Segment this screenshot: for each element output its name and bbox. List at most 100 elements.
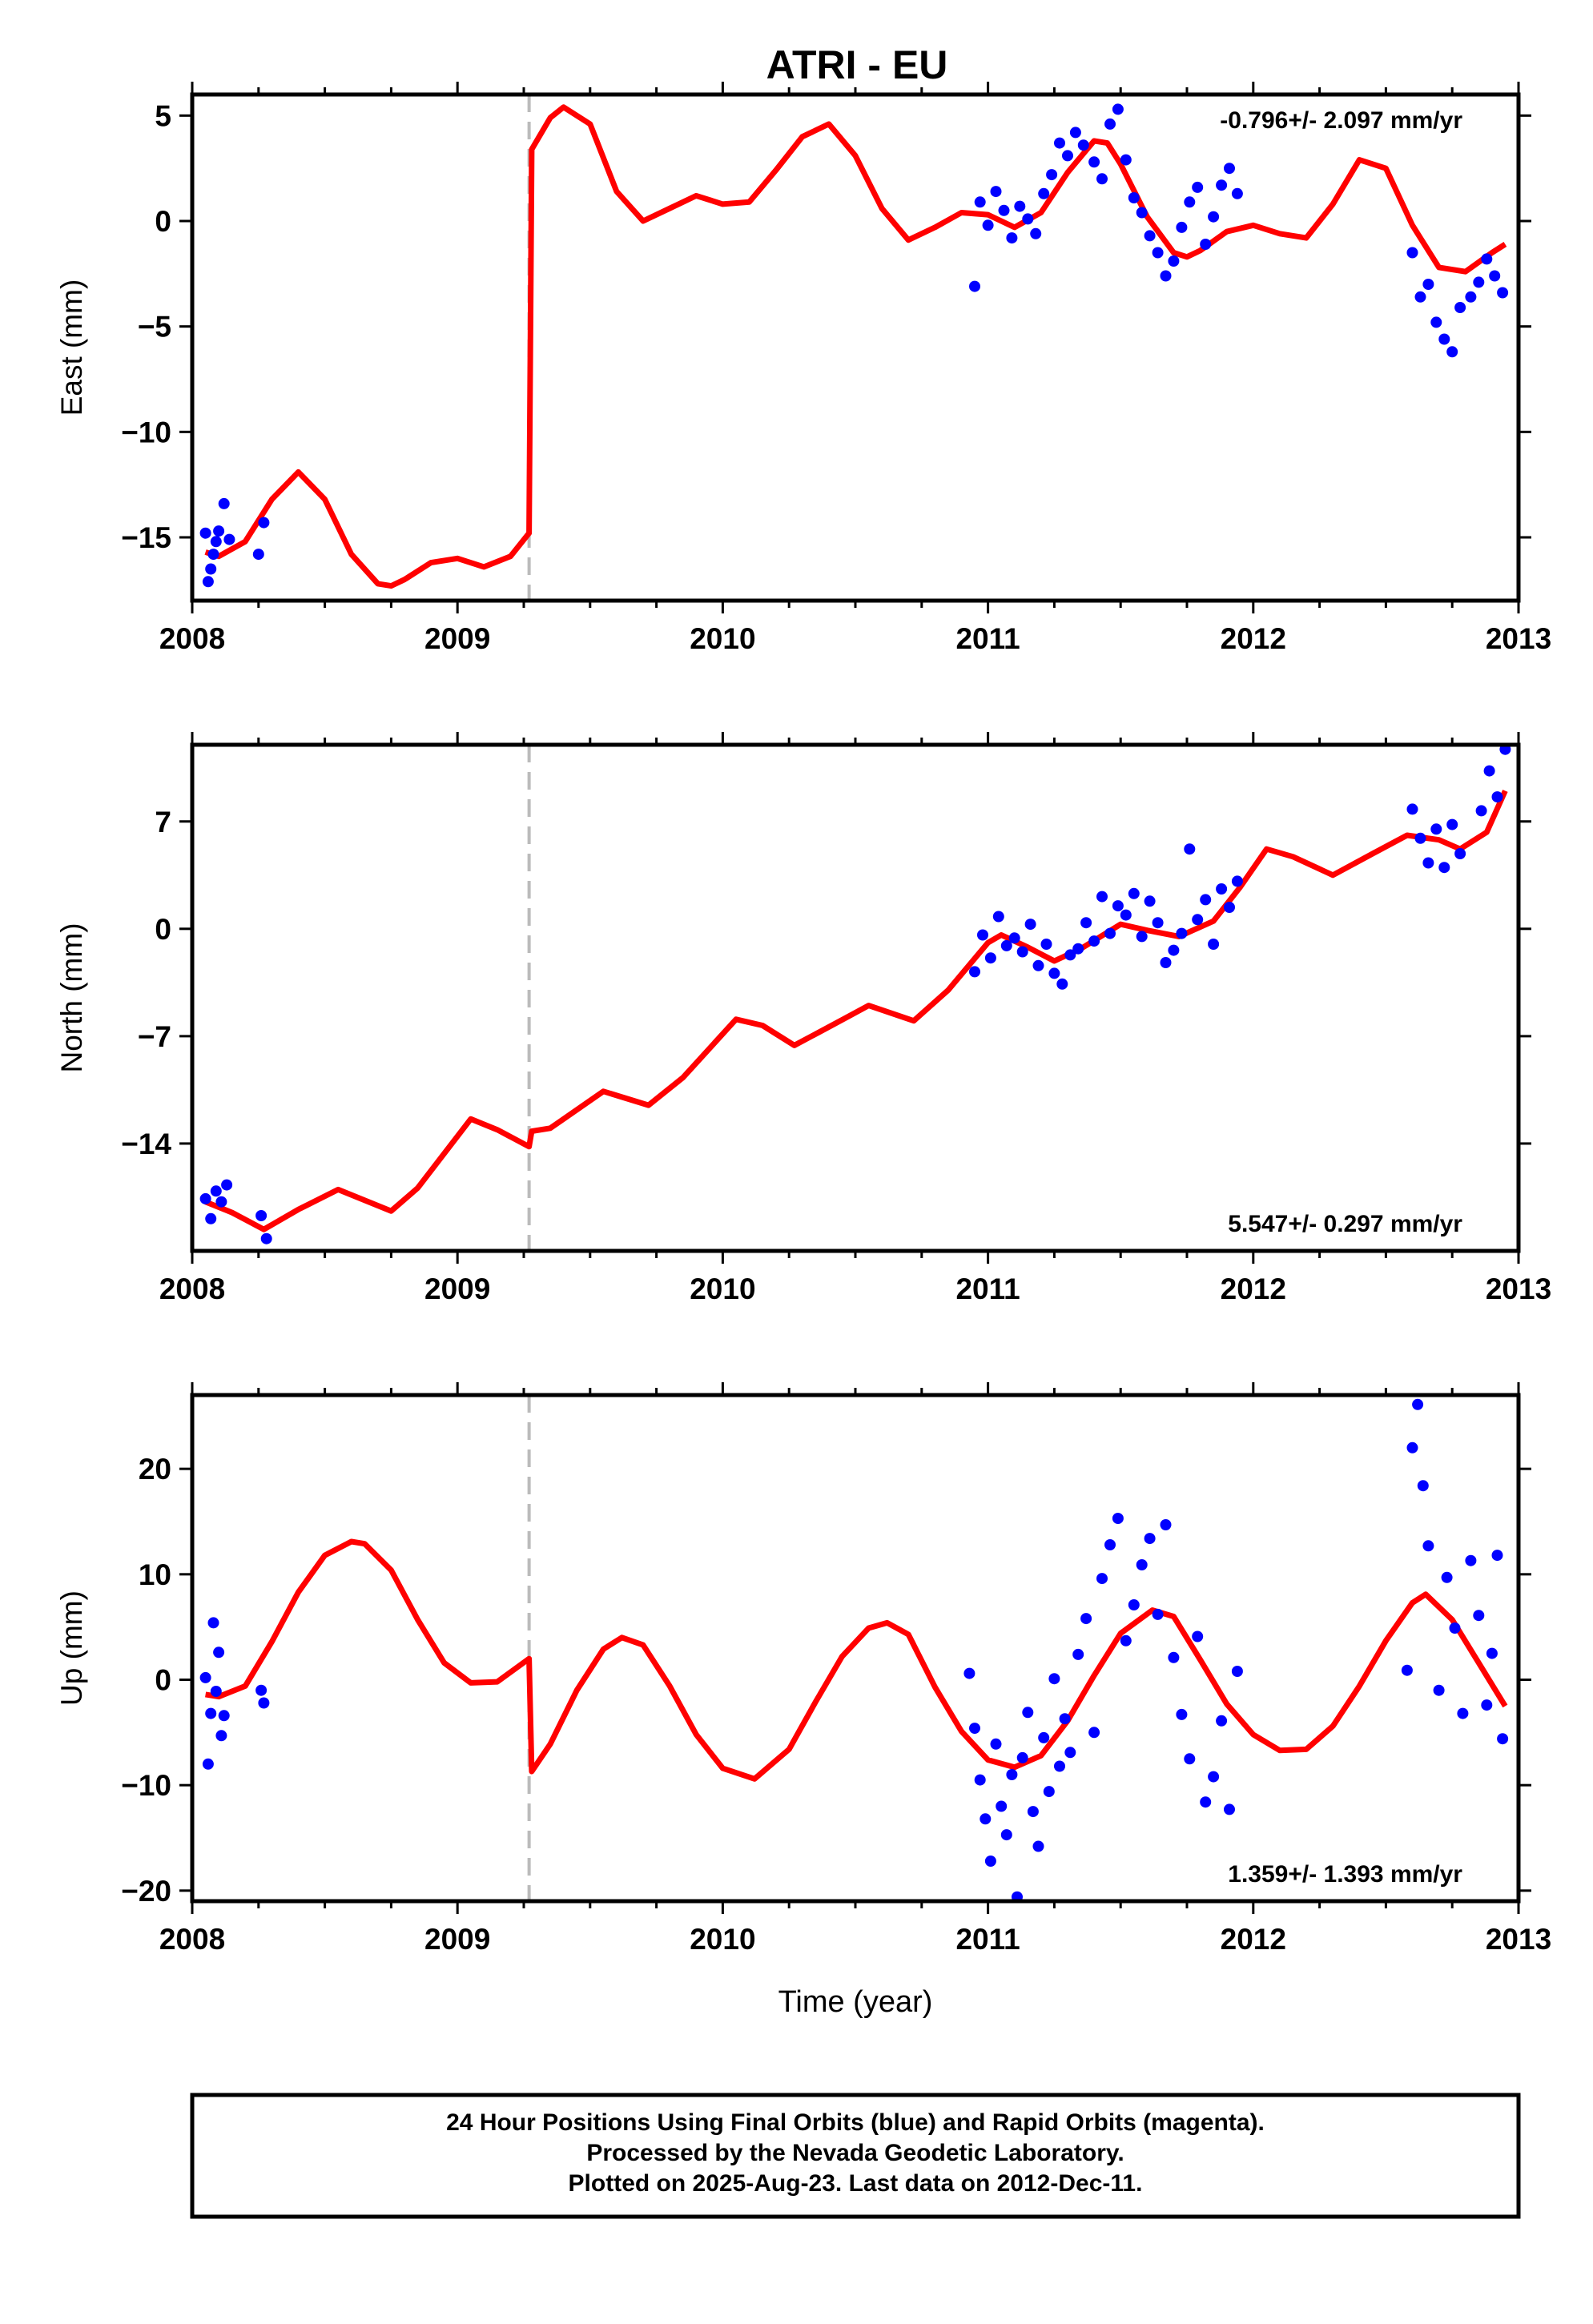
east-data-point	[1030, 227, 1042, 239]
east-data-point	[1489, 270, 1501, 282]
north-data-point	[1414, 832, 1426, 844]
up-data-point	[1048, 1673, 1060, 1685]
x-axis-label: Time (year)	[778, 1985, 933, 2019]
north-model-line	[204, 790, 1508, 1232]
up-data-point	[1012, 1891, 1023, 1901]
east-data-point	[1104, 118, 1116, 130]
up-x-tick-label: 2013	[1486, 1923, 1551, 1956]
up-data-point	[990, 1738, 1002, 1750]
north-data-point	[984, 952, 996, 964]
up-data-point	[1032, 1840, 1044, 1852]
up-data-point	[1038, 1731, 1050, 1743]
north-data-point	[1040, 939, 1052, 950]
east-y-tick-label: 0	[155, 205, 171, 238]
up-data-point	[213, 1647, 225, 1659]
up-data-point	[1000, 1829, 1012, 1841]
up-data-point	[1224, 1803, 1235, 1815]
up-data-point	[207, 1617, 219, 1629]
up-data-point	[1006, 1769, 1018, 1780]
footer-line-3: Plotted on 2025-Aug-23. Last data on 201…	[569, 2170, 1143, 2197]
north-data-point	[205, 1212, 217, 1224]
east-data-point	[213, 525, 225, 537]
up-data-point	[1080, 1613, 1092, 1625]
east-x-tick-label: 2010	[690, 622, 755, 655]
north-data-point	[1192, 914, 1204, 926]
east-data-point	[210, 536, 222, 548]
east-y-tick-label: −5	[138, 311, 171, 344]
up-data-point	[255, 1684, 268, 1696]
north-data-point	[992, 911, 1004, 923]
up-data-point	[210, 1686, 222, 1697]
north-data-point	[221, 1179, 233, 1191]
east-data-point	[1208, 211, 1220, 223]
east-data-point	[1168, 255, 1180, 267]
up-data-point	[1072, 1648, 1084, 1660]
east-data-point	[1069, 127, 1081, 139]
east-data-point	[1406, 247, 1418, 259]
up-data-point	[202, 1758, 214, 1770]
north-data-point	[1216, 883, 1228, 895]
north-data-point	[977, 929, 988, 941]
east-data-point	[1160, 270, 1172, 282]
up-data-point	[1417, 1480, 1429, 1492]
north-data-point	[1200, 894, 1212, 906]
north-data-point	[260, 1232, 272, 1244]
up-data-point	[1064, 1747, 1076, 1759]
north-data-point	[1088, 935, 1100, 947]
east-y-tick-label: 5	[155, 99, 171, 132]
east-data-point	[1096, 173, 1108, 185]
north-data-point	[1104, 927, 1116, 939]
up-data-point	[1200, 1796, 1212, 1808]
east-data-point	[1128, 192, 1140, 203]
east-data-point	[969, 280, 980, 292]
north-data-point	[199, 1192, 211, 1204]
east-data-point	[223, 533, 235, 545]
up-data-point	[1473, 1610, 1485, 1622]
up-data-point	[984, 1856, 996, 1867]
up-data-point	[1481, 1699, 1493, 1711]
east-data-point	[1446, 346, 1458, 358]
north-data-point	[1048, 967, 1060, 979]
east-data-point	[1216, 179, 1228, 191]
north-data-point	[1475, 805, 1487, 817]
east-data-point	[1120, 154, 1132, 166]
east-data-point	[1200, 239, 1212, 250]
up-data-point	[996, 1800, 1008, 1812]
up-data-point	[1208, 1771, 1220, 1783]
up-data-point	[1152, 1608, 1164, 1620]
up-data-point	[199, 1671, 211, 1683]
up-data-point	[1465, 1554, 1477, 1566]
east-data-point	[1481, 253, 1493, 265]
up-x-tick-label: 2011	[955, 1923, 1020, 1956]
east-data-point	[1038, 187, 1050, 199]
north-data-point	[1499, 745, 1511, 755]
up-y-tick-label: 20	[139, 1453, 171, 1486]
north-data-point	[1064, 949, 1076, 961]
up-data-point	[969, 1723, 980, 1735]
up-data-point	[1160, 1519, 1172, 1530]
footer-line-2: Processed by the Nevada Geodetic Laborat…	[586, 2140, 1124, 2166]
up-y-tick-label: −10	[121, 1769, 171, 1802]
up-data-point	[1449, 1622, 1461, 1634]
footer-line-1: 24 Hour Positions Using Final Orbits (bl…	[446, 2109, 1265, 2136]
north-x-tick-label: 2010	[690, 1273, 755, 1305]
east-data-point	[1438, 333, 1450, 345]
east-x-tick-label: 2012	[1221, 622, 1286, 655]
up-y-tick-label: −20	[121, 1875, 171, 1908]
north-data-point	[1231, 875, 1243, 887]
east-data-point	[252, 549, 264, 561]
east-data-point	[1231, 187, 1243, 199]
east-data-point	[1014, 200, 1026, 212]
north-data-point	[1136, 931, 1148, 943]
north-data-point	[1406, 803, 1418, 815]
north-data-point	[1080, 917, 1092, 929]
north-data-point	[210, 1185, 222, 1197]
north-data-point	[1072, 943, 1084, 955]
north-y-tick-label: 0	[155, 913, 171, 946]
up-data-point	[1096, 1573, 1108, 1585]
east-data-point	[205, 563, 217, 575]
north-data-point	[1422, 857, 1434, 869]
east-data-point	[1046, 169, 1058, 181]
